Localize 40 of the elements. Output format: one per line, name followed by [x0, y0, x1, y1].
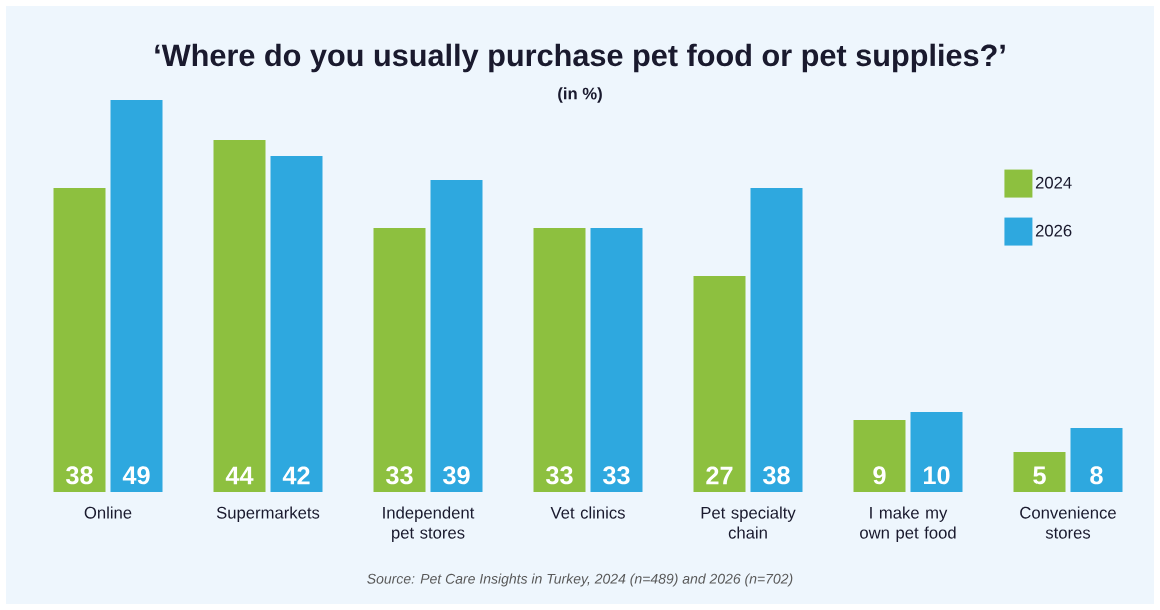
x-tick-label: Independent pet stores — [383, 506, 475, 542]
data-label: 10 — [924, 466, 950, 485]
source-note: Source: Pet Care Insights in Turkey, 2024 (n=489) and 2026 (n=702) — [367, 573, 793, 587]
x-tick-label: Convenience stores — [1020, 506, 1116, 539]
bar — [533, 227, 586, 492]
bar — [750, 187, 803, 492]
bar — [910, 411, 963, 492]
bar — [110, 100, 163, 492]
data-label: 8 — [1090, 466, 1103, 485]
legend-label: 2026 — [1035, 224, 1072, 237]
x-tick-label: Pet specialty chain — [701, 506, 796, 539]
data-label: 5 — [1033, 466, 1046, 485]
bar — [590, 227, 643, 492]
x-tick-label: Supermarkets — [216, 506, 320, 522]
legend-label: 2024 — [1035, 176, 1072, 189]
bar — [1013, 451, 1066, 492]
data-label: 33 — [546, 466, 573, 485]
bar — [1070, 427, 1123, 492]
data-label: 42 — [282, 466, 310, 485]
bar — [53, 187, 106, 492]
data-label: 9 — [873, 466, 886, 485]
bar — [373, 227, 426, 492]
data-label: 39 — [443, 466, 470, 485]
chart-subtitle: (in %) — [558, 87, 602, 103]
x-tick-label: I make my own pet food — [860, 506, 956, 542]
x-tick-label: Online — [84, 506, 132, 519]
x-tick-label: Vet clinics — [550, 506, 625, 519]
data-label: 38 — [763, 466, 790, 485]
bar — [270, 156, 323, 492]
bar — [213, 139, 266, 492]
bar — [853, 419, 906, 492]
data-label: 44 — [225, 466, 254, 485]
data-label: 27 — [706, 466, 733, 485]
data-label: 49 — [122, 466, 150, 485]
data-label: 33 — [603, 466, 630, 485]
bar — [693, 275, 746, 492]
data-label: 38 — [66, 466, 93, 485]
data-label: 33 — [386, 466, 413, 485]
bar — [430, 180, 483, 492]
chart-title: ‘Where do you usually purchase pet food or pet supplies?’ — [155, 43, 1005, 73]
